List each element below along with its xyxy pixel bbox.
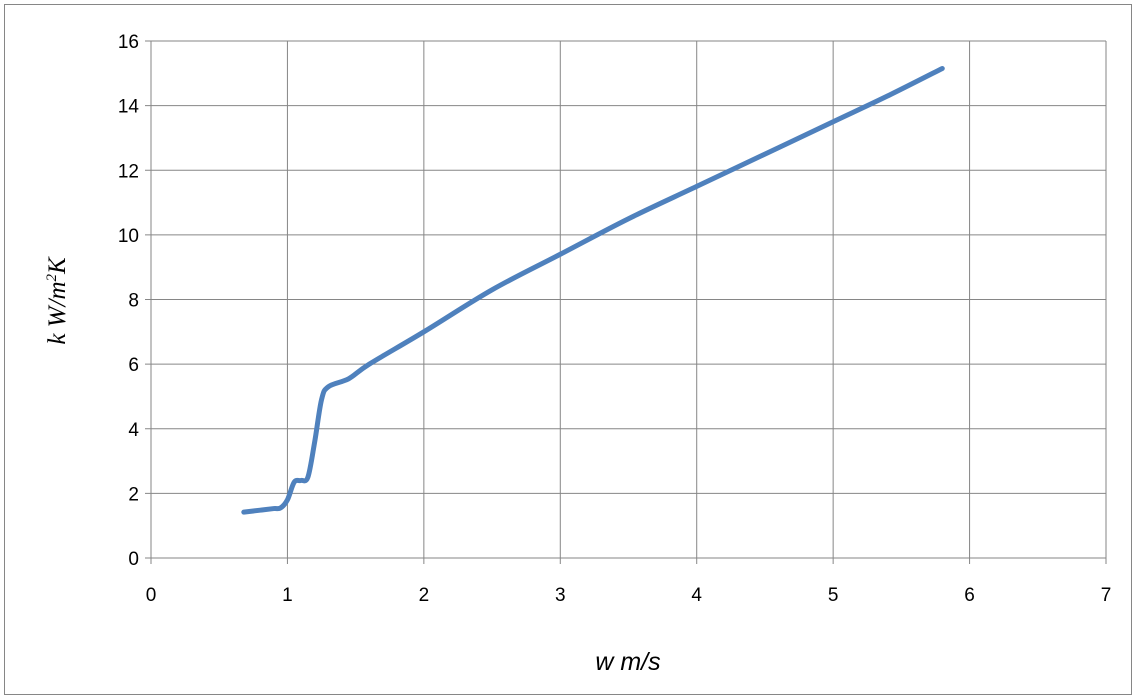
series-line-0: [241, 65, 945, 515]
x-tick-labels: 0 1 2 3 4 5 6 7: [146, 585, 1112, 606]
y-tick-label: 8: [128, 291, 139, 312]
x-tick-label: 4: [691, 585, 702, 606]
y-tick-label: 2: [128, 484, 139, 505]
y-tick-label: 0: [128, 549, 139, 570]
x-tick-label: 7: [1101, 585, 1112, 606]
y-axis-label-sup: 2: [44, 274, 60, 282]
y-tick-labels: 0 2 4 6 8 10 12 14 16: [118, 32, 140, 570]
x-tick-label: 0: [146, 585, 157, 606]
axes: [145, 40, 1107, 564]
x-axis-label: w m/s: [595, 648, 660, 676]
y-tick-label: 14: [118, 97, 140, 118]
y-tick-label: 4: [128, 420, 139, 441]
gridlines: [151, 40, 1107, 558]
y-axis-label: k W/m2K: [44, 256, 71, 345]
y-axis-label-base: k W/m: [44, 282, 71, 345]
y-tick-label: 6: [128, 355, 139, 376]
y-tick-label: 16: [118, 32, 139, 53]
series-group: [241, 65, 945, 515]
x-tick-label: 5: [828, 585, 839, 606]
y-tick-label: 12: [118, 161, 139, 182]
y-axis-label-tail: K: [44, 256, 71, 275]
x-tick-label: 1: [282, 585, 293, 606]
x-tick-label: 2: [419, 585, 430, 606]
y-tick-label: 10: [118, 226, 139, 247]
x-tick-label: 6: [964, 585, 975, 606]
chart-frame: [4, 4, 1132, 695]
x-tick-label: 3: [555, 585, 566, 606]
